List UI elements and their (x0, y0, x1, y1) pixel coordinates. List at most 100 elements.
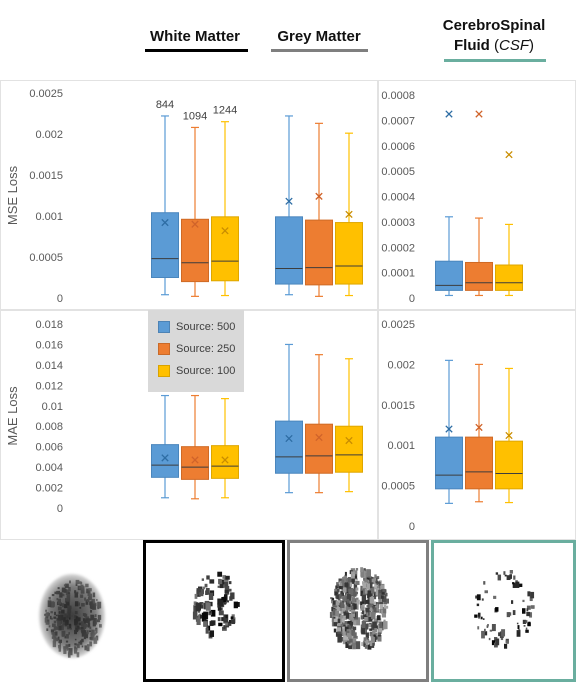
brain-texture-pixel (201, 578, 205, 581)
brain-texture-pixel (348, 644, 353, 650)
panel-mse-csf: 0 0.0001 0.0002 0.0003 0.0004 0.0005 0.0006 0.0… (378, 80, 576, 310)
brain-texture-pixel (217, 617, 221, 622)
brain-texture-pixel (482, 618, 485, 620)
brain-texture-pixel (51, 636, 54, 639)
brain-texture-pixel (75, 579, 80, 584)
thumbnail-white-matter (143, 540, 285, 682)
brain-texture-pixel (92, 603, 97, 610)
brain-texture-pixel (208, 592, 214, 601)
brain-texture-pixel (377, 634, 382, 642)
brain-texture-pixel (56, 598, 59, 601)
brain-texture-pixel (493, 595, 497, 599)
mean-marker (191, 456, 199, 464)
brain-texture-pixel (346, 630, 350, 634)
brain-texture-pixel (525, 627, 528, 630)
brain-texture-pixel (377, 615, 381, 621)
header-csf-underline (444, 59, 546, 62)
y-tick-label: 0.002 (35, 483, 63, 495)
brain-texture-pixel (364, 589, 368, 594)
brain-texture-pixel (477, 626, 480, 630)
brain-texture-pixel (360, 601, 365, 609)
brain-texture-pixel (65, 634, 69, 639)
brain-texture-pixel (381, 595, 384, 599)
brain-texture-pixel (477, 612, 481, 617)
brain-texture-pixel (55, 638, 59, 642)
brain-texture-pixel (363, 643, 366, 647)
brain-texture-pixel (57, 636, 60, 640)
legend-item: Source: 100 (158, 360, 244, 382)
brain-texture-pixel (89, 601, 93, 606)
brain-texture-pixel (382, 607, 387, 614)
brain-texture-pixel (228, 588, 232, 592)
brain-texture-pixel (365, 600, 370, 604)
brain-texture-pixel (336, 627, 342, 632)
brain-texture-pixel (376, 576, 380, 580)
brain-texture-pixel (74, 610, 78, 615)
brain-texture-pixel (68, 650, 71, 655)
brain-texture-pixel (52, 623, 56, 627)
brain-texture-pixel (86, 645, 90, 652)
y-tick-label: 0.012 (35, 380, 63, 392)
brain-texture-pixel (193, 605, 198, 613)
brain-texture-pixel (85, 583, 89, 588)
brain-texture-pixel (331, 599, 334, 604)
brain-texture-pixel (491, 640, 496, 646)
header-csf-line2: Fluid (CSF) (424, 36, 564, 56)
brain-texture-pixel (63, 584, 66, 587)
brain-texture-pixel (372, 621, 377, 629)
brain-texture-pixel (46, 619, 49, 622)
brain-texture-pixel (367, 598, 371, 602)
brain-texture-pixel (495, 572, 499, 575)
brain-texture-pixel (222, 575, 226, 579)
brain-texture-pixel (369, 604, 374, 610)
brain-texture-pixel (58, 611, 61, 614)
brain-texture-pixel (371, 578, 375, 583)
brain-texture-pixel (364, 575, 369, 584)
y-tick-label: 0.001 (387, 440, 415, 452)
y-tick-label: 0.001 (35, 211, 63, 223)
brain-texture-pixel (82, 625, 87, 630)
brain-texture-pixel (522, 619, 527, 624)
brain-texture-pixel (199, 589, 205, 595)
brain-texture-pixel (374, 582, 378, 587)
brain-texture-pixel (379, 604, 384, 610)
brain-texture-pixel (90, 610, 93, 613)
brain-texture-pixel (343, 631, 346, 636)
box (151, 444, 179, 478)
mean-marker (221, 456, 229, 464)
brain-texture-pixel (68, 648, 73, 656)
brain-texture-pixel (509, 570, 513, 574)
brain-texture-pixel (83, 636, 86, 640)
brain-texture-pixel (203, 621, 208, 627)
brain-texture-pixel (342, 636, 348, 645)
brain-texture-pixel (61, 593, 65, 597)
brain-texture-pixel (360, 567, 364, 573)
brain-texture-pixel (59, 642, 62, 645)
brain-texture-pixel (336, 594, 339, 600)
brain-texture-pixel (511, 600, 514, 604)
brain-texture-pixel (352, 642, 356, 650)
brain-texture-pixel (82, 628, 85, 632)
brain-texture-pixel (84, 597, 86, 601)
brain-texture-pixel (366, 583, 370, 590)
brain-texture-pixel (64, 635, 67, 639)
brain-texture-pixel (351, 597, 356, 603)
brain-texture-pixel (51, 631, 54, 635)
chart-mse-wm-gm: 0 0.0005 0.001 0.0015 0.002 0.0025 MSE Loss 844… (5, 88, 363, 305)
brain-texture-pixel (369, 576, 374, 584)
brain-texture-pixel (89, 626, 92, 630)
mean-marker (315, 433, 323, 442)
brain-texture-pixel (343, 616, 348, 621)
brain-texture-pixel (199, 602, 204, 609)
brain-texture-pixel (224, 579, 229, 588)
brain-texture-pixel (379, 621, 383, 629)
brain-texture-pixel (379, 596, 384, 602)
brain-texture-pixel (362, 598, 367, 605)
brain-texture-pixel (378, 593, 382, 600)
mean-marker (285, 434, 293, 443)
brain-texture-pixel (335, 610, 340, 618)
chart-mse-csf: 0 0.0001 0.0002 0.0003 0.0004 0.0005 0.0006 0.0… (381, 90, 523, 305)
brain-texture-pixel (57, 606, 62, 611)
mean-marker (445, 110, 453, 118)
box (181, 218, 209, 283)
